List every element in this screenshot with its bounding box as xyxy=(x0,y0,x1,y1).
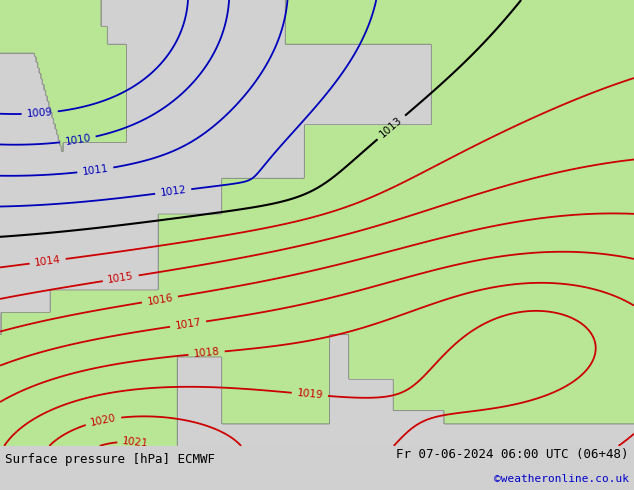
Text: 1020: 1020 xyxy=(89,413,117,428)
Text: 1014: 1014 xyxy=(34,255,61,268)
Text: 1021: 1021 xyxy=(122,436,149,449)
Text: 1011: 1011 xyxy=(82,164,109,177)
Text: Surface pressure [hPa] ECMWF: Surface pressure [hPa] ECMWF xyxy=(5,453,215,466)
Text: 1010: 1010 xyxy=(64,133,92,147)
Text: 1013: 1013 xyxy=(378,115,404,140)
Text: 1016: 1016 xyxy=(146,293,174,307)
Text: 1019: 1019 xyxy=(296,388,323,400)
Text: ©weatheronline.co.uk: ©weatheronline.co.uk xyxy=(494,474,629,484)
Text: Fr 07-06-2024 06:00 UTC (06+48): Fr 07-06-2024 06:00 UTC (06+48) xyxy=(396,448,629,461)
Text: 1009: 1009 xyxy=(26,107,53,119)
Text: 1017: 1017 xyxy=(174,317,202,331)
Text: 1018: 1018 xyxy=(193,347,220,359)
Text: 1015: 1015 xyxy=(107,271,134,285)
Text: 1012: 1012 xyxy=(160,185,187,198)
